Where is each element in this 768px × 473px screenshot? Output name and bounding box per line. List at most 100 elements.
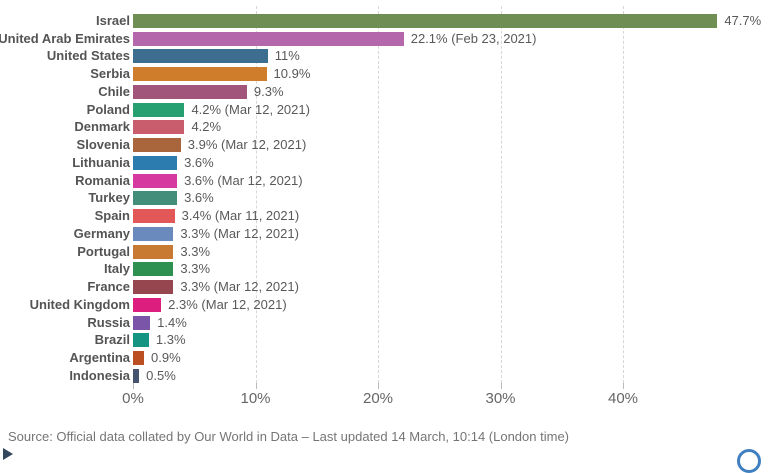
- bar[interactable]: [133, 49, 268, 64]
- country-label: Denmark: [74, 119, 130, 135]
- country-label: Brazil: [94, 332, 130, 348]
- country-label: Romania: [75, 172, 130, 188]
- bar-value-label: 3.6%: [184, 190, 214, 206]
- bar-row: Italy 3.3%: [0, 261, 768, 277]
- bar[interactable]: [133, 315, 151, 330]
- country-label: Turkey: [88, 190, 130, 206]
- bar[interactable]: [133, 31, 404, 46]
- bar-value-label: 22.1% (Feb 23, 2021): [410, 30, 537, 46]
- bar-row: United Kingdom 2.3% (Mar 12, 2021): [0, 296, 768, 312]
- bar-row: Lithuania 3.6%: [0, 154, 768, 170]
- bar-row: Romania 3.6% (Mar 12, 2021): [0, 172, 768, 188]
- bar-value-label: 1.4%: [157, 314, 187, 330]
- bar-value-label: 47.7%: [724, 13, 762, 28]
- bar[interactable]: [133, 84, 247, 99]
- bar-row: France 3.3% (Mar 12, 2021): [0, 279, 768, 295]
- bar-row: Indonesia 0.5%: [0, 367, 768, 383]
- bar[interactable]: [133, 120, 185, 135]
- axis-tick-label: 10%: [240, 390, 271, 407]
- axis-tick-label: 0%: [122, 390, 144, 407]
- bar[interactable]: [133, 297, 162, 312]
- country-label: Indonesia: [69, 367, 130, 383]
- country-label: Portugal: [77, 243, 130, 259]
- bar[interactable]: [133, 155, 178, 170]
- country-label: Germany: [73, 225, 130, 241]
- bar[interactable]: [133, 280, 174, 295]
- bar-value-label: 3.4% (Mar 11, 2021): [181, 208, 300, 224]
- vaccination-bar-chart: Israel 47.7% United Arab Emirates 22.1% (Fe…: [0, 6, 768, 407]
- gridline: [623, 6, 624, 388]
- bar[interactable]: [133, 262, 174, 277]
- bar-row: Spain 3.4% (Mar 11, 2021): [0, 208, 768, 224]
- bar-value-label: 4.2%: [191, 119, 222, 135]
- axis-tick-label: 30%: [485, 390, 516, 407]
- bar-row: United States 11%: [0, 48, 768, 64]
- bar-row: Chile 9.3%: [0, 83, 768, 99]
- bar-row: Argentina 0.9%: [0, 350, 768, 366]
- bar-value-label: 1.3%: [155, 332, 186, 348]
- axis-tick: [623, 383, 624, 389]
- bar-row: Israel 47.7%: [0, 14, 768, 28]
- bar[interactable]: [133, 351, 145, 366]
- bar-row: Turkey 3.6%: [0, 190, 768, 206]
- gridline: [255, 6, 257, 388]
- bar-row: Brazil 1.3%: [0, 332, 768, 348]
- bar[interactable]: [133, 191, 178, 206]
- bar[interactable]: [133, 102, 185, 117]
- bar-value-label: 3.3% (Mar 12, 2021): [180, 225, 299, 241]
- axis-tick: [255, 383, 257, 389]
- bar[interactable]: [133, 368, 140, 383]
- axis-tick: [500, 383, 502, 389]
- axis-tick: [378, 383, 379, 389]
- bar-value-label: 0.9%: [151, 350, 181, 366]
- country-label: Serbia: [90, 66, 130, 82]
- bar-row: United Arab Emirates 22.1% (Feb 23, 2021): [0, 30, 768, 46]
- axis-tick-label: 40%: [607, 390, 639, 407]
- source-note: Source: Official data collated by Our Wo…: [8, 429, 569, 444]
- bar[interactable]: [133, 138, 181, 153]
- circular-button[interactable]: [737, 449, 761, 473]
- country-label: Italy: [103, 261, 130, 277]
- bar[interactable]: [133, 333, 149, 348]
- gridline: [378, 6, 379, 388]
- bar[interactable]: [133, 14, 718, 28]
- bar-value-label: 0.5%: [146, 367, 176, 383]
- bar-row: Russia 1.4%: [0, 314, 768, 330]
- bar-value-label: 3.9% (Mar 12, 2021): [187, 137, 307, 153]
- bar-value-label: 3.6% (Mar 12, 2021): [184, 172, 303, 188]
- bar-row: Poland 4.2% (Mar 12, 2021): [0, 101, 768, 117]
- bar-value-label: 9.3%: [253, 83, 284, 99]
- country-label: France: [87, 279, 130, 295]
- country-label: Israel: [96, 13, 130, 28]
- country-label: United States: [46, 48, 130, 64]
- bar-value-label: 3.3% (Mar 12, 2021): [180, 279, 299, 295]
- bar[interactable]: [133, 173, 178, 188]
- play-icon[interactable]: [3, 448, 13, 460]
- country-label: Poland: [86, 101, 130, 117]
- bar[interactable]: [133, 209, 175, 224]
- bar-value-label: 4.2% (Mar 12, 2021): [191, 101, 310, 117]
- country-label: United Arab Emirates: [0, 30, 130, 46]
- country-label: Lithuania: [72, 154, 130, 170]
- axis-tick-label: 20%: [362, 390, 394, 407]
- bar-value-label: 2.3% (Mar 12, 2021): [168, 296, 287, 312]
- bar-row: Portugal 3.3%: [0, 243, 768, 259]
- bar-value-label: 3.3%: [180, 243, 211, 259]
- bar[interactable]: [133, 226, 174, 241]
- country-label: Argentina: [69, 350, 130, 366]
- bar-row: Slovenia 3.9% (Mar 12, 2021): [0, 137, 768, 153]
- bar[interactable]: [133, 67, 267, 82]
- bar[interactable]: [133, 244, 174, 259]
- axis-tick: [133, 383, 134, 389]
- bar-value-label: 11%: [274, 48, 300, 64]
- bar-value-label: 3.3%: [180, 261, 211, 277]
- country-label: Spain: [94, 208, 130, 224]
- country-label: Russia: [87, 314, 130, 330]
- country-label: Chile: [98, 83, 130, 99]
- country-label: United Kingdom: [29, 296, 130, 312]
- bar-row: Denmark 4.2%: [0, 119, 768, 135]
- bar-row: Serbia 10.9%: [0, 66, 768, 82]
- bar-value-label: 10.9%: [273, 66, 311, 82]
- bar-row: Germany 3.3% (Mar 12, 2021): [0, 225, 768, 241]
- country-label: Slovenia: [76, 137, 130, 153]
